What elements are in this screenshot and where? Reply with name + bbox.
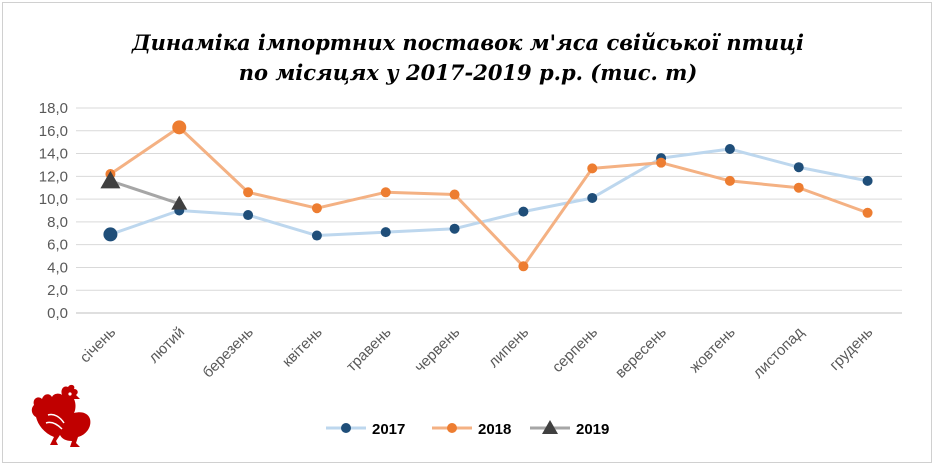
legend: 2017 2018 2019 (326, 420, 609, 438)
data-point (172, 120, 187, 135)
data-point (171, 195, 188, 210)
x-tick-label: вересень (612, 324, 670, 382)
data-point (656, 157, 667, 168)
x-tick-label: червень (411, 324, 463, 376)
series-line-2019 (109, 179, 180, 206)
data-point (311, 230, 322, 241)
x-tick-label: березень (199, 324, 257, 382)
legend-marker (341, 423, 351, 433)
x-tick-label: лютий (145, 324, 188, 367)
series-2017 (103, 144, 873, 242)
data-point (518, 261, 529, 272)
legend-marker (542, 420, 558, 434)
data-point (449, 189, 460, 200)
chart-title-line-1: Динаміка імпортних поставок м'яса свійсь… (131, 30, 805, 55)
data-point (103, 227, 118, 242)
x-tick-label: квітень (279, 324, 326, 371)
y-axis-ticks: 0,0 2,0 4,0 6,0 8,0 10,0 12,0 14,0 16,0 18,0 (39, 100, 68, 322)
legend-marker (447, 423, 457, 433)
y-tick-label: 16,0 (39, 123, 68, 140)
data-point (243, 210, 254, 221)
legend-label: 2017 (372, 421, 405, 438)
gridlines (76, 107, 902, 314)
data-point (793, 182, 804, 193)
x-tick-label: серпень (549, 324, 601, 376)
series-2018 (105, 120, 873, 272)
data-point (724, 144, 735, 154)
data-point (724, 175, 735, 186)
data-point (862, 207, 873, 218)
data-point (380, 187, 391, 198)
x-tick-label: липень (485, 324, 532, 371)
data-point (793, 162, 804, 173)
data-point (587, 192, 598, 203)
rooster-icon (31, 384, 91, 447)
x-tick-label: травень (343, 324, 395, 376)
data-point (862, 175, 873, 186)
legend-item-2017: 2017 (326, 421, 405, 438)
y-tick-label: 14,0 (39, 146, 68, 163)
series-line-2018 (109, 125, 869, 268)
chart-title-line-2: по місяцях у 2017-2019 р.р. (тис. т) (238, 60, 698, 85)
data-point (311, 203, 322, 214)
x-tick-label: грудень (826, 324, 876, 374)
data-point (518, 206, 529, 217)
series-line-2017 (109, 147, 868, 238)
series-layer (100, 120, 873, 272)
data-point (449, 223, 460, 234)
x-tick-label: січень (77, 324, 120, 367)
x-tick-label: жовтень (686, 324, 739, 377)
y-tick-label: 6,0 (47, 237, 68, 254)
data-point (243, 187, 254, 198)
y-tick-label: 0,0 (47, 305, 68, 322)
data-point (587, 163, 598, 174)
y-tick-label: 18,0 (39, 100, 68, 117)
series-2019 (100, 170, 188, 210)
data-point (380, 227, 391, 238)
legend-item-2019: 2019 (530, 420, 609, 438)
y-tick-label: 4,0 (47, 259, 68, 276)
y-tick-label: 8,0 (47, 214, 68, 231)
legend-label: 2019 (576, 421, 609, 438)
legend-item-2018: 2018 (432, 421, 511, 438)
legend-label: 2018 (478, 421, 511, 438)
chart-title: Динаміка імпортних поставок м'яса свійсь… (0, 28, 936, 88)
y-tick-label: 12,0 (39, 168, 68, 185)
x-axis-ticks: січень лютий березень квітень травень червень… (77, 324, 877, 382)
y-tick-label: 10,0 (39, 191, 68, 208)
data-point (100, 170, 121, 189)
x-tick-label: листопад (750, 324, 808, 382)
y-tick-label: 2,0 (47, 282, 68, 299)
